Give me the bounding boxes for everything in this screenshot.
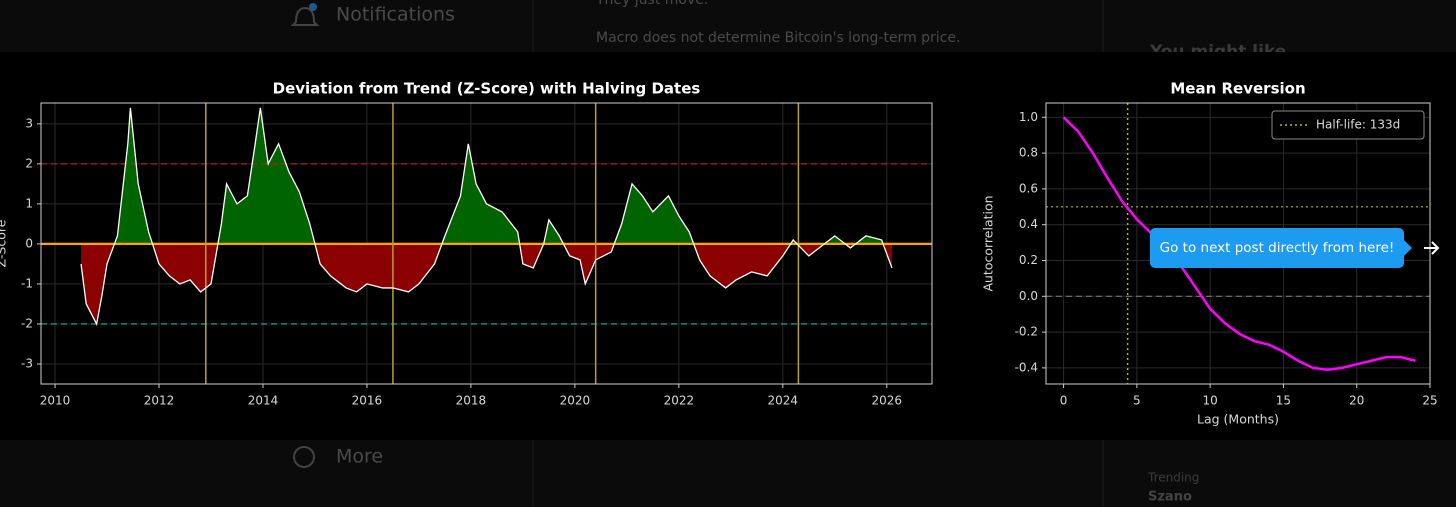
x-tick-label: 20 <box>1349 394 1364 408</box>
axes-frame <box>1045 102 1431 385</box>
y-tick-label: 0.4 <box>1019 217 1038 231</box>
y-tick-label: -1 <box>21 276 33 290</box>
tooltip[interactable]: Go to next post directly from here! <box>1150 228 1412 268</box>
legend <box>1271 110 1425 140</box>
y-tick-label: 0 <box>25 236 33 250</box>
y-tick-label: 2 <box>25 156 33 170</box>
area-above <box>81 107 892 244</box>
y-axis-label: Z-Score <box>0 219 9 267</box>
badge <box>309 3 317 11</box>
x-tick-label: 25 <box>1422 394 1437 408</box>
x-tick-label: 2016 <box>352 394 383 408</box>
y-tick-label: 1.0 <box>1019 110 1038 124</box>
x-tick-label: 2014 <box>248 394 279 408</box>
y-tick-label: -3 <box>21 356 33 370</box>
x-tick-label: 0 <box>1060 394 1068 408</box>
y-tick-label: -0.4 <box>1015 360 1038 374</box>
y-tick-label: 3 <box>25 116 33 130</box>
x-tick-label: 10 <box>1203 394 1218 408</box>
x-tick-label: 15 <box>1276 394 1291 408</box>
chart-title: Deviation from Trend (Z-Score) with Halv… <box>273 80 701 98</box>
line <box>1062 116 1416 371</box>
y-tick-label: -2 <box>21 316 33 330</box>
chart-title: Mean Reversion <box>1170 80 1305 98</box>
x-tick-label: 2012 <box>144 394 175 408</box>
post-text: Macro does not determine Bitcoin's long-… <box>596 30 960 46</box>
x-tick-label: 2026 <box>872 394 903 408</box>
x-tick-label: 5 <box>1133 394 1141 408</box>
tooltip-box[interactable] <box>1150 228 1404 268</box>
nav-item[interactable]: More <box>336 446 383 468</box>
y-tick-label: 0.0 <box>1019 289 1038 303</box>
tooltip-pointer <box>1404 240 1412 256</box>
x-tick-label: 2022 <box>664 394 695 408</box>
axes-frame <box>40 102 933 385</box>
x-tick-label: 2024 <box>768 394 799 408</box>
x-tick-label: 2018 <box>456 394 487 408</box>
y-tick-label: -0.2 <box>1015 325 1038 339</box>
tooltip-text[interactable]: Go to next post directly from here! <box>1160 240 1395 256</box>
bell-icon[interactable] <box>290 6 320 26</box>
more-icon[interactable] <box>293 446 315 468</box>
y-tick-label: 1 <box>25 196 33 210</box>
x-tick-label: 2010 <box>40 394 71 408</box>
nav-item[interactable]: Notifications <box>336 4 455 26</box>
trending-label: Trending <box>1147 471 1199 485</box>
trending-item[interactable]: Szano <box>1148 490 1192 505</box>
legend-label: Half-life: 133d <box>1316 118 1400 132</box>
y-tick-label: 0.2 <box>1019 253 1038 267</box>
line <box>80 107 893 326</box>
x-axis-label: Lag (Months) <box>1197 412 1279 427</box>
post-text: They just move. <box>595 0 708 8</box>
y-tick-label: 0.6 <box>1019 181 1038 195</box>
y-tick-label: 0.8 <box>1019 146 1038 160</box>
x-tick-label: 2020 <box>560 394 591 408</box>
y-axis-label: Autocorrelation <box>981 195 996 291</box>
charts: Deviation from Trend (Z-Score) with Halv… <box>0 80 1438 427</box>
next-arrow[interactable] <box>1424 241 1440 255</box>
